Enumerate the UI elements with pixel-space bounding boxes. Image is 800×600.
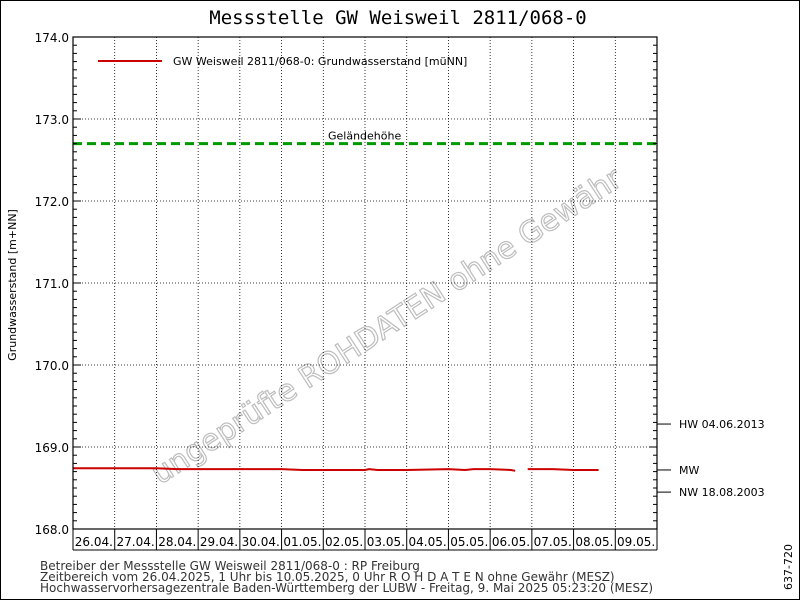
reference-line-label: Geländehöhe [328,130,401,143]
series-lines [73,467,599,472]
series-line [73,467,516,472]
footer-source: Hochwasservorhersagezentrale Baden-Württ… [40,581,653,595]
x-tick-label: 05.05. [450,535,488,549]
side-marker-label: NW 18.08.2003 [679,486,765,499]
legend: GW Weisweil 2811/068-0: Grundwasserstand… [98,55,467,68]
side-marker-label: MW [679,464,699,477]
x-tick-label: 01.05. [283,535,321,549]
y-tick-label: 168.0 [35,523,69,537]
y-tick-label: 172.0 [35,195,69,209]
legend-series-label: GW Weisweil 2811/068-0: Grundwasserstand… [173,55,467,68]
y-tick-label: 174.0 [35,31,69,45]
footer-code: 637-720 [782,544,795,590]
y-tick-label: 170.0 [35,359,69,373]
y-tick-label: 169.0 [35,441,69,455]
x-tick-label: 27.04. [116,535,154,549]
x-tick-label: 30.04. [242,535,280,549]
x-tick-label: 07.05. [534,535,572,549]
footer-time-range: Zeitbereich vom 26.04.2025, 1 Uhr bis 10… [40,570,615,584]
y-axis-label: Grundwasserstand [m+NN] [6,209,19,361]
x-tick-label: 09.05. [617,535,655,549]
chart-title: Messstelle GW Weisweil 2811/068-0 [209,7,587,29]
watermark-text: ungeprüfte ROHDATEN ohne Gewähr [145,161,628,492]
x-tick-label: 28.04. [158,535,196,549]
grid-lines [73,37,657,529]
y-axis: 168.0 169.0 170.0 171.0 172.0 173.0 174.0 [35,31,657,537]
x-tick-label: 29.04. [200,535,238,549]
x-tick-label: 08.05. [575,535,613,549]
side-marker-label: HW 04.06.2013 [679,418,765,431]
y-tick-label: 171.0 [35,277,69,291]
x-axis: 26.04. 27.04. 28.04. 29.04. 30.04. 01.05. 02.0… [72,529,658,551]
x-tick-label: 26.04. [75,535,113,549]
side-markers: HW 04.06.2013 MW NW 18.08.2003 [657,418,765,499]
y-tick-label: 173.0 [35,113,69,127]
x-tick-label: 03.05. [367,535,405,549]
x-tick-label: 04.05. [408,535,446,549]
x-tick-label: 06.05. [492,535,530,549]
series-line [527,468,599,471]
footer-operator: Betreiber der Messstelle GW Weisweil 281… [40,559,420,573]
x-tick-label: 02.05. [325,535,363,549]
reference-lines: Geländehöhe [73,130,657,146]
